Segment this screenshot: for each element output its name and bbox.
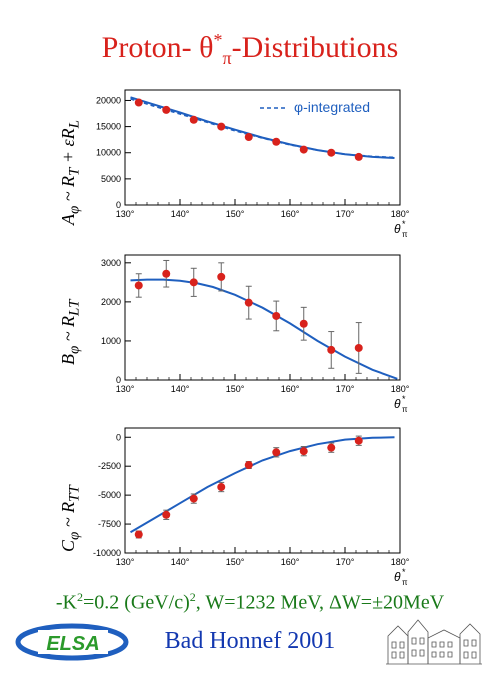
x-tick-label: 160° <box>281 557 300 567</box>
data-point <box>299 447 308 456</box>
x-axis-label-sub: π <box>402 405 408 414</box>
data-point <box>327 345 336 354</box>
data-point <box>162 269 171 278</box>
title-sub: π <box>222 48 232 68</box>
data-point <box>244 298 253 307</box>
y-tick-label: 1000 <box>101 336 121 346</box>
x-axis-label: θ <box>394 397 401 411</box>
chart-frame <box>124 89 401 206</box>
x-axis-label-sup: * <box>402 219 406 229</box>
y-tick-label: 15000 <box>96 122 121 132</box>
chart-panel-2: 130° 140° 150° 160° 170° 180° 0 1000 2000 3000 θ *π <box>101 254 410 414</box>
chart-panel-1: 130° 140° 150° 160° 170° 180° 0 5000 10000 15000 2… <box>96 89 410 239</box>
y-tick-label: -10000 <box>93 548 121 558</box>
x-tick-label: 140° <box>171 557 190 567</box>
page-title: Proton- θ*π-Distributions <box>0 30 500 69</box>
x-tick-label: 140° <box>171 384 190 394</box>
x-axis-label-sup: * <box>402 567 406 577</box>
y-tick-label: 20000 <box>96 95 121 105</box>
data-point <box>134 530 143 539</box>
data-point <box>299 319 308 328</box>
data-point <box>327 443 336 452</box>
x-axis-label: θ <box>394 222 401 236</box>
data-point <box>217 483 226 492</box>
data-point <box>272 311 281 320</box>
x-tick-label: 150° <box>226 384 245 394</box>
data-point <box>134 281 143 290</box>
x-axis-label-sup: * <box>402 394 406 404</box>
y-tick-label: 0 <box>116 200 121 210</box>
chart-3-plot: 130° 140° 150° 160° 170° 180° 0 -2500 -5000 -7500… <box>93 427 410 587</box>
elsa-logo-text: ELSA <box>46 633 99 655</box>
data-point <box>134 98 143 107</box>
x-tick-label: 150° <box>226 209 245 219</box>
chart-1-ylabel: Aφ ~ RT + εRL <box>58 120 83 225</box>
chart-3-ylabel: Cφ ~ RTT <box>58 485 83 552</box>
x-tick-label: 150° <box>226 557 245 567</box>
y-tick-label: 10000 <box>96 148 121 158</box>
elsa-logo: ELSA <box>15 623 129 661</box>
x-tick-label: 180° <box>391 384 410 394</box>
x-tick-label: 160° <box>281 384 300 394</box>
x-tick-label: 170° <box>336 209 355 219</box>
data-point <box>162 510 171 519</box>
x-tick-label: 180° <box>391 557 410 567</box>
y-tick-label: 5000 <box>101 174 121 184</box>
x-tick-label: 170° <box>336 384 355 394</box>
title-suffix: -Distributions <box>231 31 399 64</box>
legend-label: φ-integrated <box>294 99 370 115</box>
kin-b: =0.2 (GeV/c) <box>82 591 190 614</box>
y-tick-label: -2500 <box>98 461 121 471</box>
kin-a: -K <box>55 591 77 614</box>
data-point <box>189 278 198 287</box>
x-tick-label: 160° <box>281 209 300 219</box>
data-point <box>217 272 226 281</box>
chart-1-plot: 130° 140° 150° 160° 170° 180° 0 5000 10000 15000 2… <box>96 89 410 239</box>
data-point <box>272 448 281 457</box>
data-point <box>217 122 226 131</box>
x-tick-label: 130° <box>116 209 135 219</box>
data-point <box>327 148 336 157</box>
chart-2-plot: 130° 140° 150° 160° 170° 180° 0 1000 2000 3000 θ *π <box>101 254 410 414</box>
kin-sup2: 2 <box>189 590 196 604</box>
x-tick-label: 170° <box>336 557 355 567</box>
x-axis-label-sub: π <box>402 230 408 239</box>
y-tick-label: -5000 <box>98 490 121 500</box>
model-curve <box>130 278 398 380</box>
y-tick-label: 0 <box>116 375 121 385</box>
chart-panel-3: 130° 140° 150° 160° 170° 180° 0 -2500 -5000 -7500… <box>93 427 410 587</box>
y-tick-label: 3000 <box>101 258 121 268</box>
title-prefix: Proton- θ <box>101 31 214 64</box>
data-point <box>189 494 198 503</box>
data-point <box>244 461 253 470</box>
x-tick-label: 180° <box>391 209 410 219</box>
chart-frame <box>124 254 401 381</box>
y-tick-label: 2000 <box>101 297 121 307</box>
title-sup: * <box>213 30 223 50</box>
data-point <box>189 115 198 124</box>
data-point <box>299 145 308 154</box>
kin-sup: 2 <box>76 590 83 604</box>
x-tick-label: 130° <box>116 557 135 567</box>
dashed-curve <box>130 98 395 159</box>
chart-2-ylabel: Bφ ~ RLT <box>58 299 83 365</box>
data-point <box>162 105 171 114</box>
kin-c: , W=1232 MeV, ΔW=±20MeV <box>195 591 445 614</box>
data-point <box>244 133 253 142</box>
x-axis-label-sub: π <box>402 578 408 587</box>
data-point <box>354 436 363 445</box>
x-tick-label: 130° <box>116 384 135 394</box>
place-text: Bad Honnef 2001 <box>164 628 336 654</box>
x-tick-label: 140° <box>171 209 190 219</box>
model-curve <box>129 436 395 534</box>
data-point <box>354 152 363 161</box>
building-sketch <box>386 619 482 665</box>
chart-frame <box>124 427 401 554</box>
data-point <box>272 137 281 146</box>
kinematics-line: -K2=0.2 (GeV/c)2, W=1232 MeV, ΔW=±20MeV <box>0 590 500 615</box>
x-axis-label: θ <box>394 570 401 584</box>
data-point <box>354 343 363 352</box>
y-tick-label: -7500 <box>98 519 121 529</box>
y-tick-label: 0 <box>116 432 121 442</box>
